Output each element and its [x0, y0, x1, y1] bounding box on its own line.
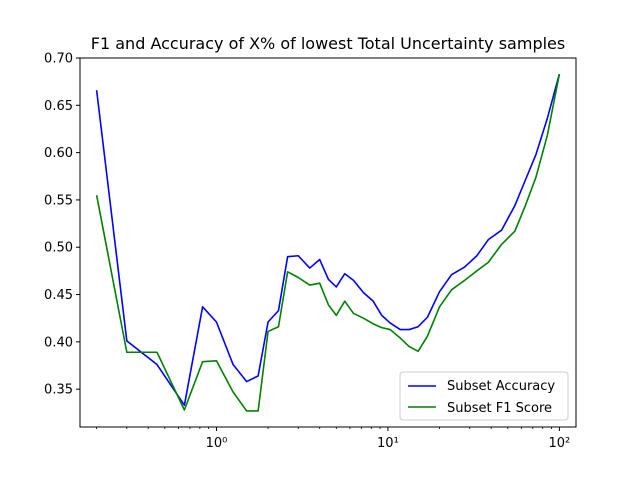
- y-tick-label: 0.55: [44, 193, 73, 208]
- legend-label-accuracy: Subset Accuracy: [447, 379, 555, 394]
- legend-label-f1: Subset F1 Score: [447, 401, 552, 416]
- legend-box: [399, 371, 569, 421]
- series-line-subset-f1-score: [95, 73, 561, 412]
- y-tick-label: 0.35: [44, 383, 73, 398]
- plot-area-frame: [79, 57, 577, 428]
- y-tick-label: 0.70: [44, 52, 73, 67]
- x-tick-label: 10⁰: [206, 436, 228, 451]
- y-tick-label: 0.50: [44, 241, 73, 256]
- legend: Subset Accuracy Subset F1 Score: [399, 371, 569, 421]
- y-tick-label: 0.60: [44, 146, 73, 161]
- y-tick-label: 0.65: [44, 99, 73, 114]
- series-line-subset-accuracy: [95, 73, 561, 407]
- x-axis: 10⁰ 10¹ 10²: [96, 427, 571, 451]
- series-group: [95, 73, 561, 412]
- x-tick-label: 10¹: [377, 436, 399, 451]
- x-tick-label: 10²: [549, 436, 571, 451]
- y-tick-label: 0.45: [44, 288, 73, 303]
- y-tick-label: 0.40: [44, 335, 73, 350]
- y-axis: 0.35 0.40 0.45 0.50 0.55 0.60 0.65 0.70: [44, 52, 80, 398]
- chart-title: F1 and Accuracy of X% of lowest Total Un…: [91, 34, 565, 53]
